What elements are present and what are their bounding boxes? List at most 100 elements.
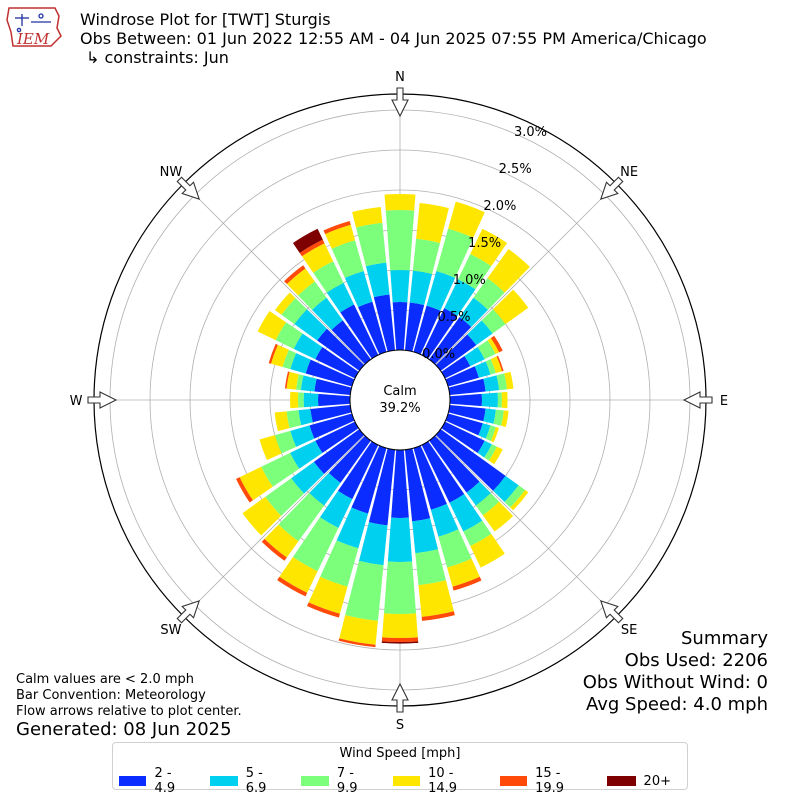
rose-bar-segment [504,485,526,508]
rose-bar-segment [448,378,486,396]
flow-arrow-icon [682,391,713,409]
legend-swatch [499,776,528,786]
calm-definition: Calm values are < 2.0 mph [16,672,195,687]
rose-bar-segment [488,446,503,465]
grid-spoke [435,183,617,365]
rose-bar-segment [387,517,413,562]
rose-bar-segment [413,305,441,355]
rose-bar-segment [449,393,482,407]
rose-bar-segment [305,359,355,387]
rose-bar-segment [259,435,282,461]
rose-bar-segment [292,517,339,572]
rose-bar-segment [445,366,479,387]
legend-label: 5 - 6.9 [245,766,267,796]
rose-bar-segment [438,529,472,568]
rose-bar-segment [282,349,297,370]
rose-bar-segment [441,421,485,453]
legend-label: 7 - 9.9 [336,766,358,796]
rose-bar-segment [298,281,327,310]
obs-used: Obs Used: 2206 [624,650,768,671]
rose-bar-segment [448,404,486,422]
rose-bar-segment [391,449,409,518]
obs-between: Obs Between: 01 Jun 2022 12:55 AM - 04 J… [80,29,707,48]
flow-arrow-icon [599,176,624,201]
grid-spoke [183,183,365,365]
rose-bar-segment [309,413,355,439]
radial-tick-label: 2.5% [499,162,532,177]
rose-bar-segment [303,392,319,408]
rose-bar-segment [510,489,529,511]
rose-bar-segment [404,448,431,522]
rose-bar-segment [448,201,485,238]
rose-bar-segment [483,375,500,392]
rose-bar-segment [436,228,474,278]
rose-bar-segment [496,373,508,391]
rose-bar-segment [340,304,379,359]
radial-tick-label: 3.0% [514,125,547,140]
rose-bar-segment [274,292,296,315]
legend-item: 2 - 4.9 [119,766,194,796]
rose-bar-segment [477,440,492,458]
rose-bar-segment [458,254,492,290]
rose-bar-segment [490,356,503,374]
rose-bar-segment [452,576,482,591]
rose-bar-segment [315,421,359,453]
rose-bar-segment [426,270,456,311]
flow-arrow-icon [87,391,118,409]
rose-bar-segment [464,347,485,367]
legend-label: 20+ [643,773,671,789]
rose-bar-segment [345,560,384,621]
rose-bar-segment [421,611,455,621]
rose-bar-segment [365,262,390,298]
rose-bar-segment [301,243,334,273]
rose-bar-segment [358,522,388,566]
rose-bar-segment [270,344,289,367]
rose-bar-segment [313,261,344,293]
rose-bar-segment [447,558,480,587]
flow-arrow-icon [599,599,624,624]
rose-bars [236,193,530,648]
rose-bar-segment [311,297,343,330]
rose-bar-segment [415,549,446,586]
rose-bar-segment [409,270,433,306]
rose-bar-segment [490,426,499,443]
rose-bar-segment [339,615,378,645]
flow-arrow-icon [391,87,409,118]
radial-tick-label: 1.5% [468,236,501,251]
rose-bar-segment [384,193,416,211]
rose-bar-segment [445,413,483,436]
rose-bar-segment [475,493,500,516]
rose-bar-segment [429,317,472,365]
rose-bar-segment [477,340,496,360]
rose-bar-segment [392,301,408,351]
rose-bar-segment [313,429,365,475]
radial-tick-label: 2.0% [483,199,516,214]
rose-bar-segment [485,359,496,375]
rose-bar-segment [242,496,282,536]
chart-title: Windrose Plot for [TWT] Sturgis [80,10,331,29]
compass-label: SE [621,623,637,638]
rose-bar-segment [290,391,299,409]
rose-bar-segment [481,309,506,334]
rose-bar-segment [381,637,419,642]
avg-speed: Avg Speed: 4.0 mph [586,694,768,715]
summary-heading: Summary [681,628,768,649]
rose-bar-segment [487,338,500,355]
rose-bar-segment [320,540,359,587]
rose-bar-segment [294,309,327,341]
rose-bar-segment [286,268,315,296]
rose-bar-segment [293,333,323,360]
rose-bar-segment [275,322,303,349]
rose-bar-segment [344,270,373,308]
rose-bar-segment [264,524,299,558]
rose-bar-segment [444,279,476,316]
rose-bar-segment [351,445,387,514]
rose-bar-segment [385,210,415,271]
rose-bar-segment [299,239,325,257]
rose-bar-segment [338,441,379,500]
compass-label: E [720,394,728,409]
rose-bar-segment [496,355,504,372]
rose-bar-segment [482,501,514,532]
notes: Calm values are < 2.0 mph Bar Convention… [16,672,242,720]
